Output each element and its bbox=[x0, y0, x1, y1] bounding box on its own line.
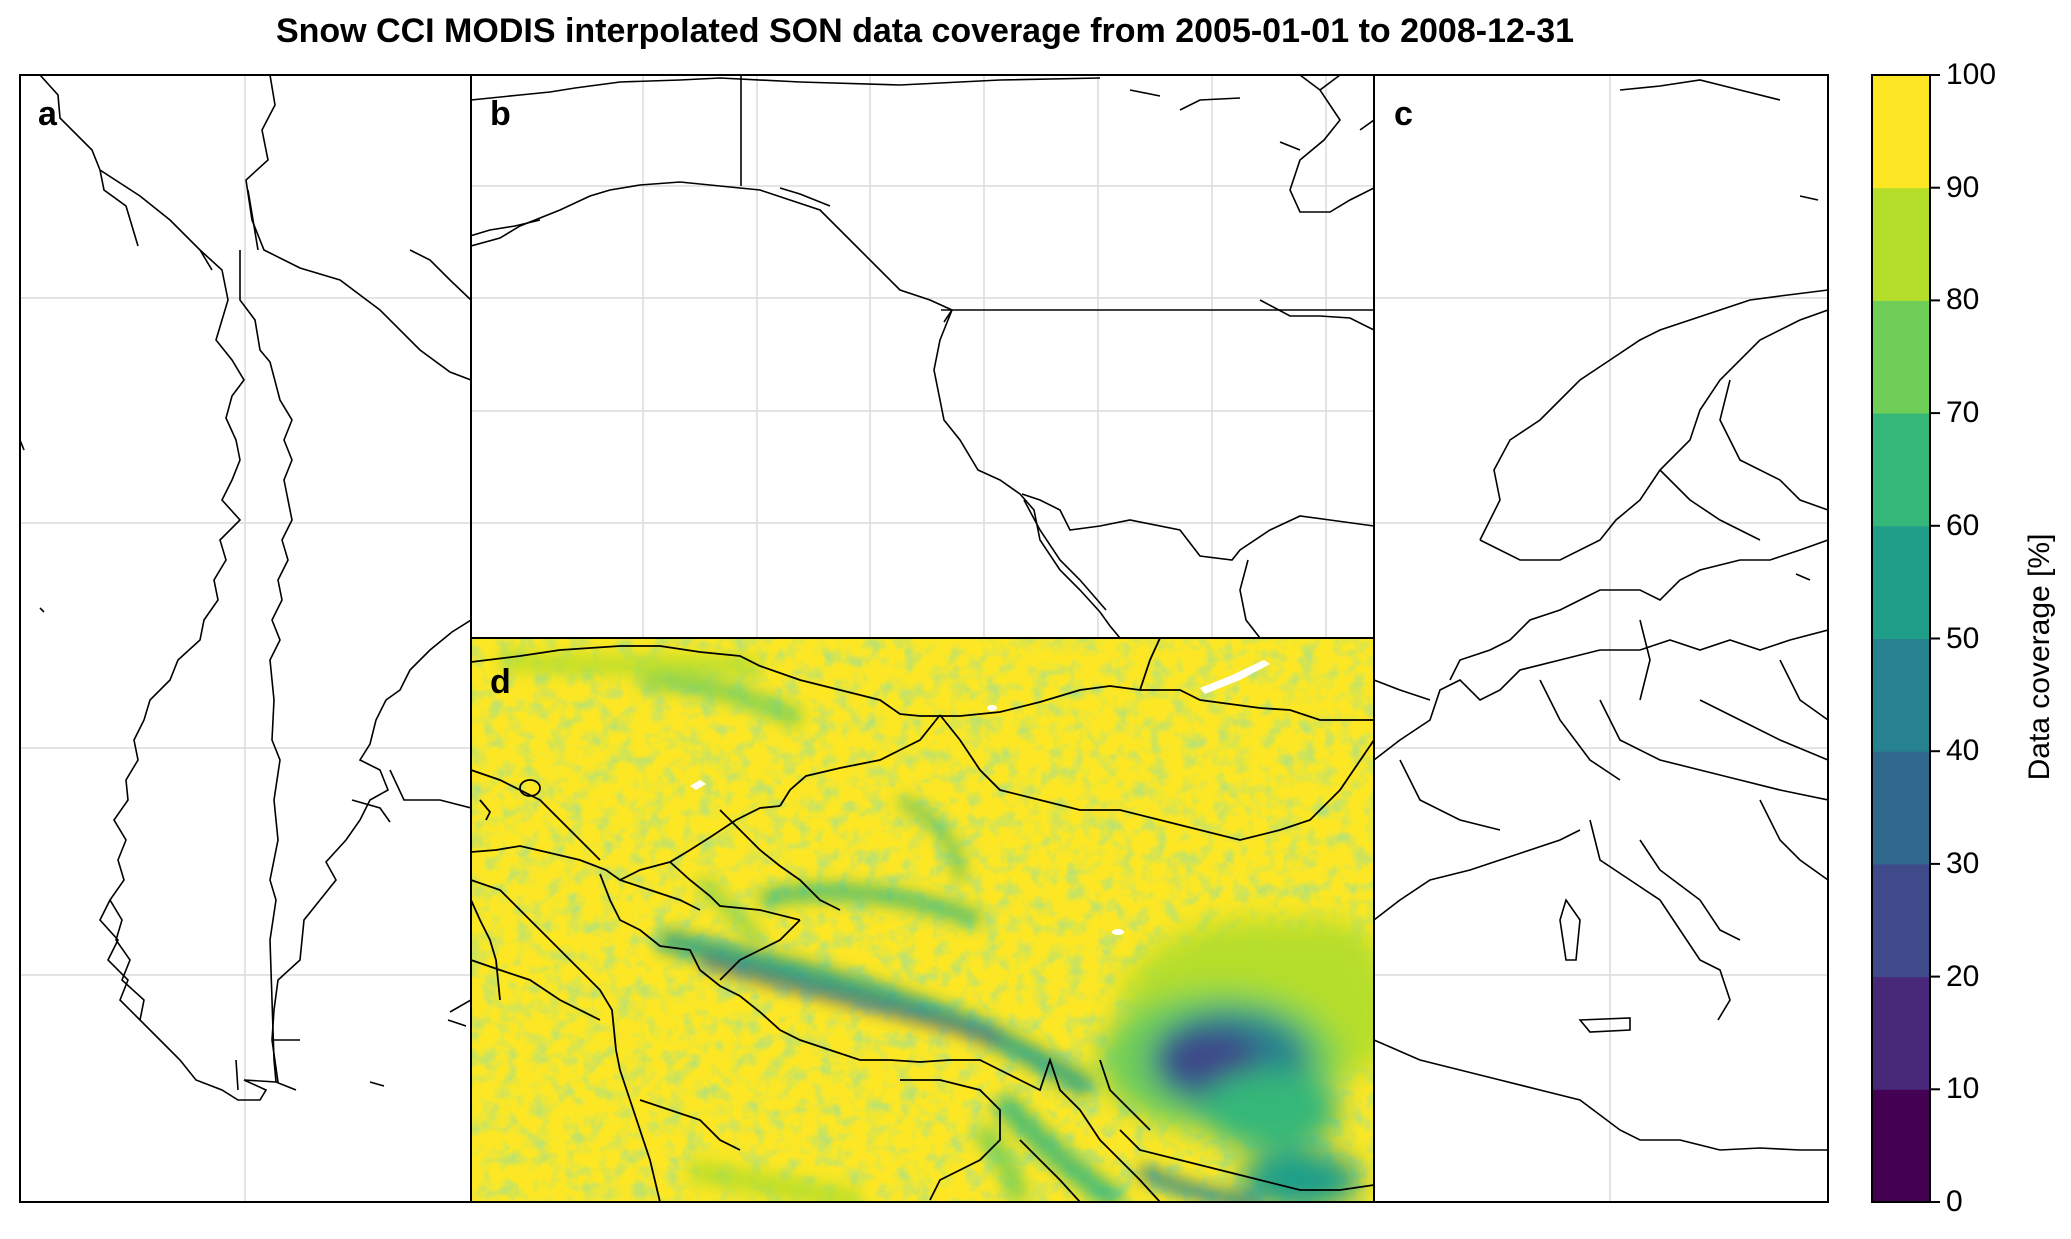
coastlines-b bbox=[471, 75, 1374, 638]
colorbar-segment bbox=[1872, 863, 1930, 978]
colorbar-segment bbox=[1872, 187, 1930, 301]
panel-b-label: b bbox=[490, 95, 511, 133]
panel-b: b bbox=[471, 75, 1374, 638]
coastlines-c bbox=[1374, 79, 1828, 1151]
missing-data bbox=[690, 660, 1270, 935]
colorbar-tick-label: 50 bbox=[1946, 621, 1980, 655]
colorbar-tick-label: 40 bbox=[1946, 734, 1980, 768]
colorbar-tick-label: 0 bbox=[1946, 1185, 1963, 1218]
colorbar-tick-label: 10 bbox=[1946, 1072, 1980, 1106]
colorbar-tick-label: 100 bbox=[1946, 58, 1997, 91]
panel-c: c bbox=[1374, 75, 1828, 1202]
coastlines-a bbox=[20, 75, 471, 1101]
panel-a-label: a bbox=[38, 95, 58, 133]
panel-d: d bbox=[471, 638, 1374, 1202]
colorbar-label: Data coverage [%] bbox=[2023, 533, 2056, 781]
colorbar-segment bbox=[1872, 751, 1930, 865]
colorbar-segment bbox=[1872, 413, 1930, 527]
panel-c-label: c bbox=[1394, 95, 1413, 133]
colorbar-segment bbox=[1872, 525, 1930, 639]
colorbar-segment bbox=[1872, 976, 1930, 1090]
colorbar bbox=[1871, 74, 1940, 1203]
colorbar-segment bbox=[1872, 638, 1930, 752]
panel-d-label: d bbox=[490, 663, 511, 701]
colorbar-tick-label: 80 bbox=[1946, 283, 1980, 317]
country-borders-d bbox=[471, 638, 1374, 1202]
panel-a: a bbox=[20, 75, 471, 1202]
colorbar-segment bbox=[1872, 1089, 1930, 1203]
colorbar-segment bbox=[1872, 75, 1930, 189]
panel-frames bbox=[19, 74, 1829, 1203]
colorbar-tick-label: 20 bbox=[1946, 959, 1980, 993]
colorbar-tick-label: 70 bbox=[1946, 396, 1980, 430]
colorbar-tick-label: 30 bbox=[1946, 846, 1980, 880]
colorbar-tick-label: 60 bbox=[1946, 508, 1980, 542]
colorbar-tick-label: 90 bbox=[1946, 170, 1980, 204]
page-title: Snow CCI MODIS interpolated SON data cov… bbox=[275, 12, 1575, 50]
colorbar-segment bbox=[1872, 300, 1930, 414]
